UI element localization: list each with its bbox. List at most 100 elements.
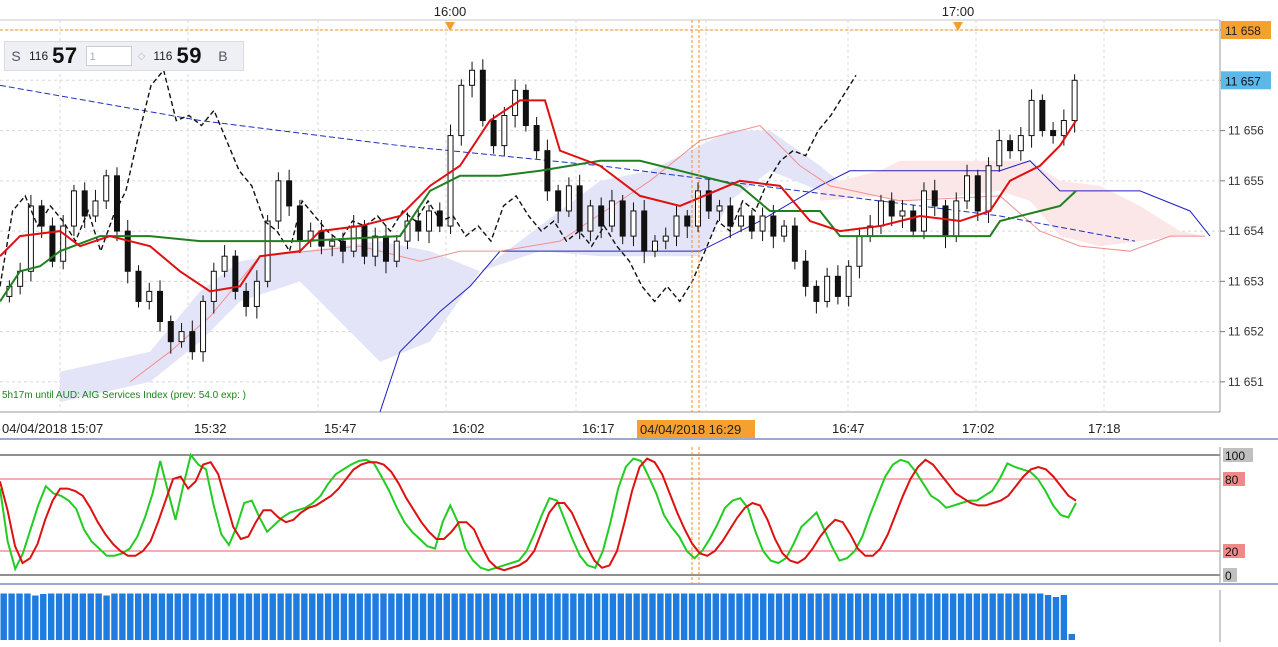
volume-bar: [680, 593, 688, 640]
candlestick: [146, 282, 153, 310]
candlestick: [361, 220, 368, 265]
candle-body-down: [286, 180, 293, 207]
candle-body-down: [243, 290, 250, 307]
candlestick: [167, 315, 174, 354]
crosshair-price-tag: [1221, 21, 1271, 40]
volume-bar: [609, 593, 617, 640]
candle-body-down: [533, 125, 540, 152]
candle-body-up: [920, 190, 927, 232]
volume-bar: [1068, 634, 1075, 640]
candle-body-down: [641, 210, 648, 252]
volume-bar: [491, 593, 498, 640]
time-tick-label: 17:02: [962, 421, 995, 436]
volume-bar: [554, 593, 561, 640]
candle-body-up: [985, 165, 992, 212]
volume-bar: [1052, 597, 1060, 640]
candle-body-down: [490, 120, 497, 147]
time-tick-label: 15:47: [324, 421, 357, 436]
candle-body-down: [157, 290, 164, 323]
candlestick: [404, 212, 411, 250]
osc-level-tag: [1223, 568, 1237, 582]
candle-body-up: [60, 225, 67, 262]
osc-level-label: 0: [1225, 569, 1232, 583]
volume-bar: [1005, 593, 1012, 640]
candle-body-up: [630, 210, 637, 237]
spread-icon: ◇: [137, 50, 146, 62]
volume-bar: [364, 593, 371, 640]
volume-bar: [245, 593, 253, 640]
candlestick: [103, 169, 110, 209]
candle-body-up: [200, 300, 207, 353]
candle-body-up: [651, 240, 658, 252]
candlestick: [1017, 127, 1024, 161]
volume-bar: [585, 593, 593, 640]
volume-bar: [451, 593, 458, 640]
top-time-label: 16:00: [434, 4, 467, 19]
candle-body-down: [189, 331, 196, 353]
volume-bar: [198, 593, 205, 640]
candle-body-down: [802, 260, 809, 287]
volume-bar: [791, 593, 799, 640]
volume-bar: [506, 593, 514, 640]
buy-price-big[interactable]: 59: [176, 43, 202, 68]
volume-bar: [459, 593, 466, 640]
volume-bar: [934, 593, 941, 640]
candlestick-series: [6, 59, 1078, 362]
time-tick-label: 16:47: [832, 421, 865, 436]
candle-body-down: [361, 225, 368, 257]
sell-price-big[interactable]: 57: [52, 43, 78, 68]
volume-bar: [174, 593, 181, 640]
last-price-tag: [1221, 71, 1271, 90]
candlestick: [479, 59, 486, 127]
volume-bar: [815, 593, 822, 640]
candle-body-down: [124, 230, 131, 272]
candlestick: [157, 280, 164, 332]
volume-bar: [119, 593, 126, 640]
time-tick-label: 04/04/2018 15:07: [2, 421, 103, 436]
price-tick-label: 11 654: [1228, 224, 1264, 238]
volume-bar: [111, 593, 118, 640]
crosshair-time-label: 04/04/2018 16:29: [640, 422, 741, 437]
candle-body-down: [81, 190, 88, 217]
candle-body-up: [1060, 120, 1067, 137]
buy-side-button[interactable]: B: [218, 48, 228, 64]
volume-bar: [356, 593, 363, 640]
candle-body-down: [1039, 99, 1046, 132]
volume-bar: [206, 593, 213, 640]
osc-level-label: 100: [1225, 449, 1245, 463]
volume-bar: [158, 593, 166, 640]
candle-body-down: [339, 240, 346, 252]
candle-body-up: [70, 190, 77, 227]
volume-bar: [736, 593, 743, 640]
sell-side-button[interactable]: S: [11, 48, 21, 64]
volume-bar: [854, 593, 862, 640]
volume-bar: [625, 593, 632, 640]
sell-price-prefix[interactable]: 116: [29, 49, 49, 63]
volume-bar: [404, 593, 411, 640]
volume-bar: [32, 595, 39, 640]
quantity-input[interactable]: 1: [85, 46, 132, 66]
buy-price-prefix[interactable]: 116: [153, 49, 173, 63]
volume-bar: [981, 593, 988, 640]
candlestick: [802, 250, 809, 297]
volume-bar: [902, 593, 909, 640]
crosshair-time-tag: [637, 420, 755, 439]
volume-bar: [942, 593, 949, 640]
volume-bar: [562, 593, 569, 640]
candle-body-down: [748, 215, 755, 232]
volume-bar: [799, 593, 806, 640]
volume-bar: [878, 593, 886, 640]
volume-bar: [79, 593, 87, 640]
economic-event-ticker: 5h17m until AUD: AIG Services Index (pre…: [2, 390, 246, 401]
candle-body-up: [146, 290, 153, 302]
price-tick-label: 11 656: [1228, 124, 1264, 138]
osc-level-tag: [1223, 448, 1253, 462]
volume-bar: [419, 593, 427, 640]
top-time-label: 17:00: [942, 4, 975, 19]
volume-bar: [475, 593, 482, 640]
volume-bar: [949, 593, 957, 640]
volume-bar: [269, 593, 276, 640]
tenkan-sen-line: [0, 99, 1077, 293]
